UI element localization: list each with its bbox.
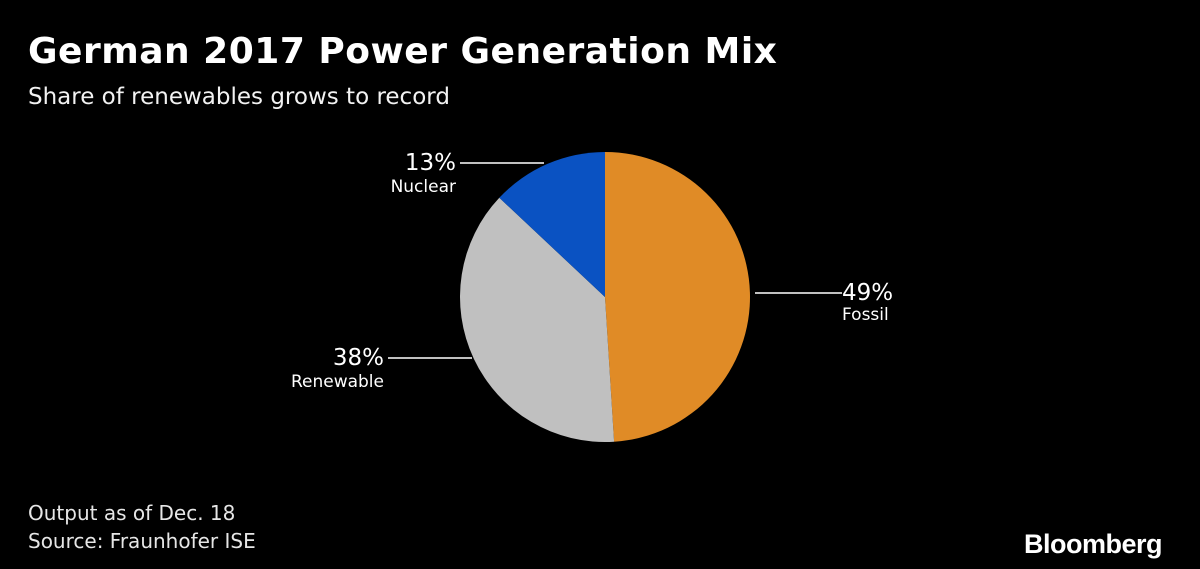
pie-slice-renewable (460, 197, 615, 442)
source-note: Source: Fraunhofer ISE (28, 529, 256, 553)
slice-value-label-fossil: 49% (842, 280, 893, 306)
pie-slice-fossil (605, 152, 750, 442)
chart-subtitle: Share of renewables grows to record (28, 84, 450, 110)
slice-category-label-fossil: Fossil (842, 305, 889, 325)
bloomberg-logo: Bloomberg (1023, 529, 1163, 559)
slice-value-label-renewable: 38% (333, 345, 384, 371)
slice-value-label-nuclear: 13% (405, 150, 456, 176)
pie-slices (460, 152, 750, 442)
pie-slice-nuclear (499, 152, 605, 297)
output-date-note: Output as of Dec. 18 (28, 501, 236, 525)
slice-category-label-nuclear: Nuclear (391, 177, 456, 197)
slice-category-label-renewable: Renewable (291, 372, 384, 392)
chart-title: German 2017 Power Generation Mix (28, 31, 778, 72)
